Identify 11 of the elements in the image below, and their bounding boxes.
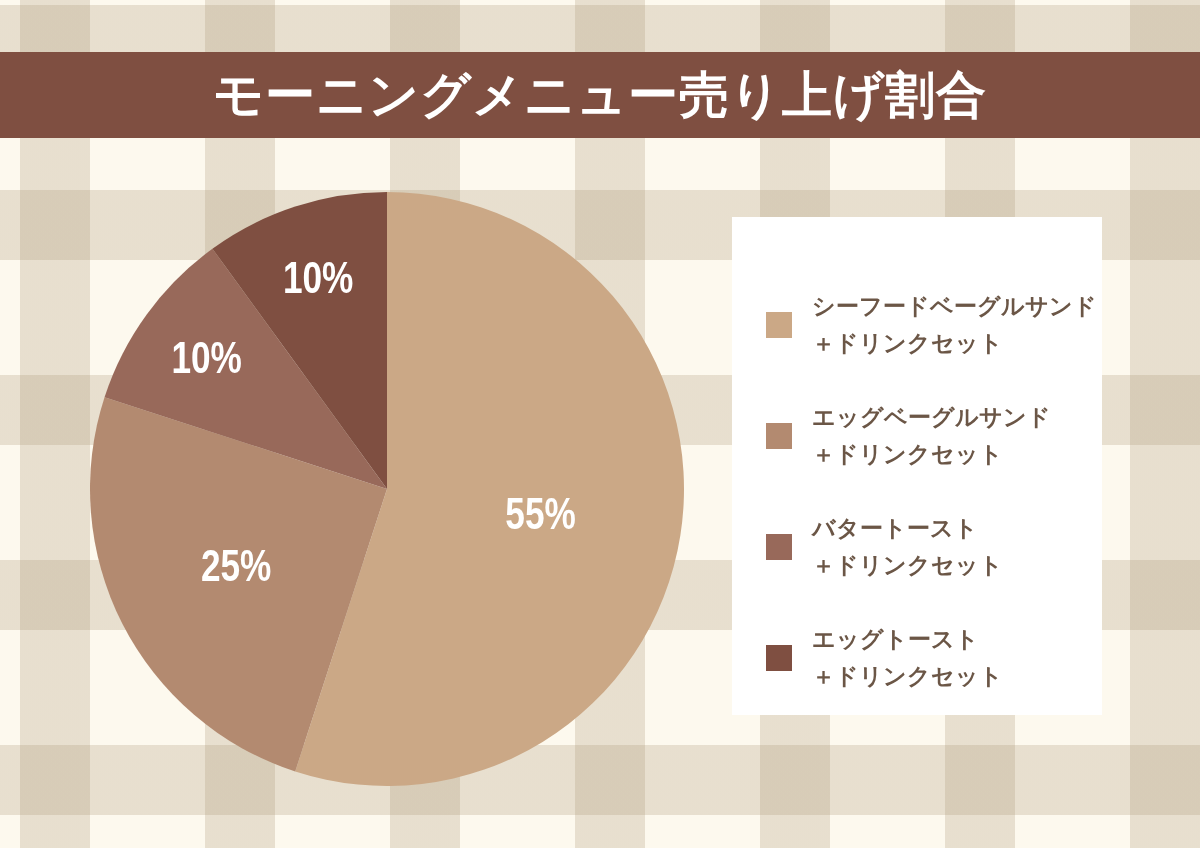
data-label: 55% [505, 489, 576, 538]
legend-label: バタートースト＋ドリンクセット [812, 513, 1003, 580]
pie-slice [104, 248, 387, 489]
legend-label: エッグトースト＋ドリンクセット [812, 624, 1003, 691]
chart-title: モーニングメニュー売り上げ割合 [213, 64, 987, 126]
data-label: 10% [171, 333, 242, 383]
data-label: 10% [282, 252, 354, 302]
data-label: 25% [200, 541, 272, 591]
legend-label: エッグベーグルサンド＋ドリンクセット [812, 402, 1051, 469]
pie-slice [90, 397, 387, 772]
legend-label: シーフードベーグルサンド＋ドリンクセット [812, 291, 1097, 358]
